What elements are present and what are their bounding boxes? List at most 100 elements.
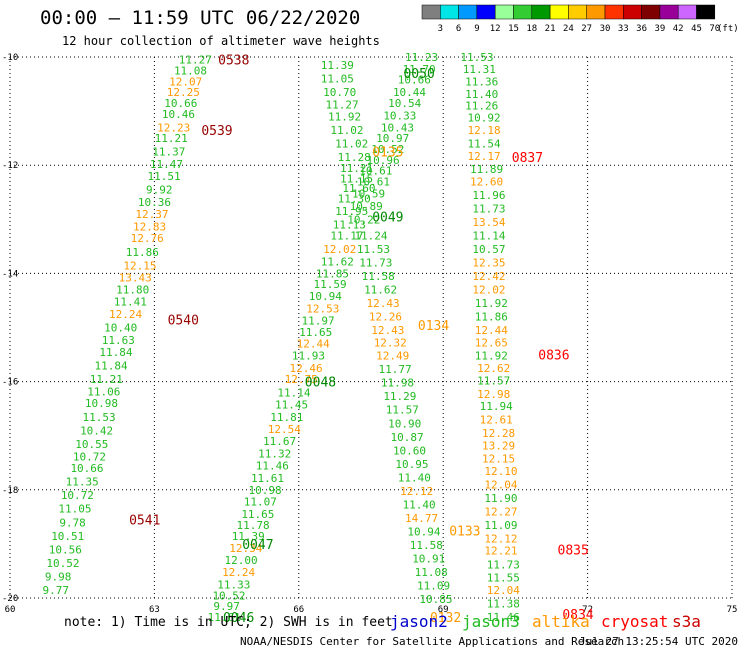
wave-height-value: 10.72 xyxy=(73,450,106,463)
wave-height-value: 12.44 xyxy=(475,324,508,337)
wave-height-value: 11.09 xyxy=(417,580,450,593)
wave-height-value: 11.39 xyxy=(321,59,354,72)
color-scale-swatch xyxy=(421,4,441,20)
wave-height-value: 11.90 xyxy=(484,492,517,505)
x-tick-label: 72 xyxy=(582,605,593,615)
wave-height-value: 10.98 xyxy=(249,484,282,497)
wave-height-value: 12.98 xyxy=(477,388,510,401)
x-tick-label: 60 xyxy=(5,605,16,615)
wave-height-value: 11.65 xyxy=(299,326,332,339)
wave-height-value: 11.53 xyxy=(357,243,390,256)
wave-height-value: 11.57 xyxy=(386,404,419,417)
wave-height-value: 10.56 xyxy=(49,543,82,556)
chart-title: 00:00 – 11:59 UTC 06/22/2020 xyxy=(40,7,360,29)
wave-height-value: 12.07 xyxy=(169,75,202,88)
wave-height-value: 11.92 xyxy=(328,111,361,124)
wave-height-value: 12.75 xyxy=(285,373,318,386)
wave-height-value: 12.62 xyxy=(477,362,510,375)
wave-height-value: 12.24 xyxy=(109,308,142,321)
wave-height-value: 10.89 xyxy=(350,200,383,213)
wave-height-value: 11.40 xyxy=(403,498,436,511)
wave-height-value: 10.85 xyxy=(419,593,452,606)
wave-height-value: 11.59 xyxy=(314,278,347,291)
wave-height-value: 11.05 xyxy=(321,73,354,86)
color-scale-tick: 39 xyxy=(654,24,665,34)
wave-height-value: 11.28 xyxy=(338,151,371,164)
wave-height-value: 11.78 xyxy=(237,519,270,532)
wave-height-value: 11.07 xyxy=(244,496,277,509)
wave-height-value: 11.86 xyxy=(475,311,508,324)
wave-height-value: 9.77 xyxy=(42,584,69,597)
wave-height-value: 11.39 xyxy=(232,530,265,543)
wave-height-value: 12.12 xyxy=(400,485,433,498)
wave-height-value: 11.33 xyxy=(217,578,250,591)
wave-height-value: 9.78 xyxy=(59,516,86,529)
color-scale-tick: 27 xyxy=(581,24,592,34)
color-scale-swatch xyxy=(549,4,569,20)
wave-height-value: 11.06 xyxy=(87,385,120,398)
color-scale-tick: 15 xyxy=(508,24,519,34)
wave-height-value: 11.54 xyxy=(468,138,501,151)
wave-height-value: 10.59 xyxy=(352,187,385,200)
wave-height-value: 11.36 xyxy=(465,75,498,88)
wave-height-value: 11.02 xyxy=(330,124,363,137)
wave-height-value: 10.61 xyxy=(359,165,392,178)
color-scale-tick: 45 xyxy=(691,24,702,34)
color-scale-tick: 9 xyxy=(474,24,479,34)
wave-height-value: 10.90 xyxy=(388,417,421,430)
wave-height-value: 11.85 xyxy=(316,267,349,280)
wave-height-value: 12.17 xyxy=(468,150,501,163)
wave-height-value: 11.93 xyxy=(292,350,325,363)
wave-height-value: 11.58 xyxy=(362,270,395,283)
wave-height-value: 10.55 xyxy=(75,438,108,451)
color-scale-tick: 12 xyxy=(490,24,501,34)
wave-height-value: 12.24 xyxy=(222,566,255,579)
wave-height-value: 13.54 xyxy=(472,216,505,229)
wave-height-value: 12.44 xyxy=(297,338,330,351)
wave-height-value: 11.86 xyxy=(126,246,159,259)
wave-height-value: 12.53 xyxy=(306,303,339,316)
wave-height-value: 11.13 xyxy=(333,219,366,232)
wave-height-value: 11.21 xyxy=(90,373,123,386)
color-scale-swatch xyxy=(604,4,624,20)
wave-height-value: 11.62 xyxy=(364,284,397,297)
color-scale-swatch xyxy=(513,4,533,20)
wave-height-value: 11.73 xyxy=(359,257,392,270)
wave-height-value: 12.04 xyxy=(487,584,520,597)
color-scale-unit: (ft) xyxy=(717,24,739,34)
wave-height-value: 11.46 xyxy=(256,459,289,472)
wave-height-value: 11.14 xyxy=(472,230,505,243)
wave-height-value: 12.04 xyxy=(484,478,517,491)
wave-height-value: 10.92 xyxy=(468,112,501,125)
wave-height-value: 10.52 xyxy=(371,143,404,156)
wave-height-value: 10.44 xyxy=(393,86,426,99)
wave-height-value: 11.23 xyxy=(405,51,438,64)
footer-credit: NOAA/NESDIS Center for Satellite Applica… xyxy=(240,635,624,648)
wave-height-value: 10.43 xyxy=(381,121,414,134)
wave-height-value: 11.05 xyxy=(58,503,91,516)
pass-time-label: 0541 xyxy=(129,514,160,529)
wave-height-value: 11.92 xyxy=(475,350,508,363)
legend-jason2: jason2 xyxy=(390,612,448,631)
color-scale-swatch xyxy=(531,4,551,20)
wave-height-value: 11.46 xyxy=(487,611,520,624)
wave-height-value: 10.70 xyxy=(323,86,356,99)
footer-note: note: 1) Time is in UTC; 2) SWH is in fe… xyxy=(64,615,393,630)
wave-height-value: 12.18 xyxy=(468,124,501,137)
color-scale-swatch xyxy=(677,4,697,20)
pass-time-label: 0048 xyxy=(305,376,336,391)
wave-height-value: 11.45 xyxy=(275,398,308,411)
pass-time-label: 0836 xyxy=(538,349,569,364)
wave-height-value: 12.26 xyxy=(369,311,402,324)
wave-height-value: 11.92 xyxy=(475,297,508,310)
wave-height-value: 11.02 xyxy=(335,138,368,151)
wave-height-value: 11.14 xyxy=(277,386,310,399)
color-scale-swatch xyxy=(641,4,661,20)
legend-s3a: s3a xyxy=(672,612,701,631)
wave-height-value: 10.46 xyxy=(162,108,195,121)
wave-height-value: 11.57 xyxy=(477,375,510,388)
wave-height-value: 11.73 xyxy=(472,202,505,215)
wave-height-value: 9.98 xyxy=(45,570,72,583)
wave-height-value: 11.73 xyxy=(487,558,520,571)
wave-height-value: 10.72 xyxy=(61,489,94,502)
